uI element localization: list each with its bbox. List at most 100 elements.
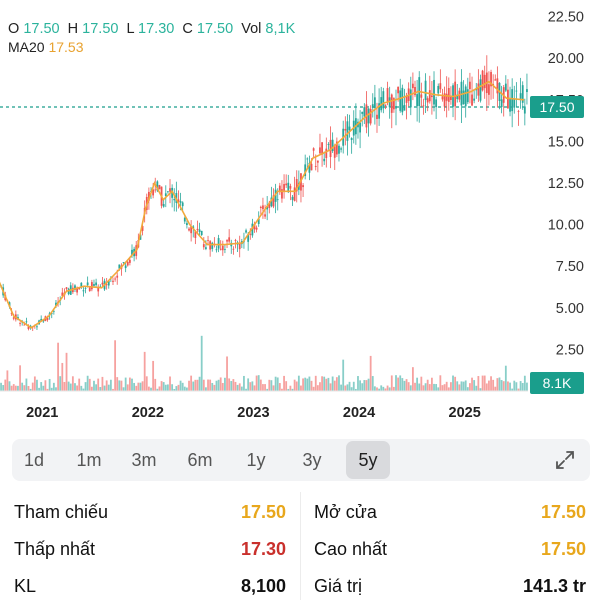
volume-bar xyxy=(475,385,478,391)
timeframe-3y[interactable]: 3y xyxy=(302,450,322,470)
volume-bar xyxy=(295,381,298,391)
volume-bar xyxy=(376,387,378,391)
volume-bar xyxy=(93,380,95,391)
volume-bar xyxy=(498,377,501,391)
volume-bar xyxy=(268,379,271,391)
volume-bar xyxy=(17,385,19,391)
volume-bar xyxy=(196,379,199,391)
volume-bar xyxy=(112,388,114,391)
open-value: 17.50 xyxy=(23,21,60,37)
candle-body xyxy=(392,98,395,110)
volume-bar xyxy=(445,381,448,391)
candle-body xyxy=(439,83,442,90)
volume-bar xyxy=(278,383,281,391)
volume-bar xyxy=(6,370,9,391)
volume-bar xyxy=(207,379,209,391)
expand-icon[interactable] xyxy=(554,449,576,471)
volume-bar xyxy=(114,340,117,391)
volume-bar xyxy=(224,377,226,391)
volume-bar xyxy=(25,378,28,391)
volume-bar xyxy=(128,377,131,391)
y-tick-label: 22.50 xyxy=(548,10,584,26)
volume-bar xyxy=(426,379,429,391)
timeframe-1d[interactable]: 1d xyxy=(23,450,45,470)
price-chart[interactable]: 2.50 5.00 7.50 10.00 12.50 15.00 17.50 20.00 22.… xyxy=(0,0,600,440)
volume-bar xyxy=(200,335,203,391)
candle-body xyxy=(302,185,304,188)
candle-body xyxy=(154,189,157,191)
candle-body xyxy=(245,230,247,233)
candle-body xyxy=(490,72,492,87)
candle-body xyxy=(511,89,514,112)
stats-row-1: Tham chiếu 17.50 Mở cửa 17.50 xyxy=(0,494,600,530)
candle-body xyxy=(319,147,321,154)
candle-body xyxy=(238,242,241,250)
volume-bar xyxy=(276,377,279,391)
volume-bar xyxy=(150,387,152,391)
x-tick-label: 2025 xyxy=(449,405,481,421)
volume-bar xyxy=(19,365,21,391)
candle-body xyxy=(331,139,334,152)
volume-bar xyxy=(251,381,254,391)
volume-bar xyxy=(507,381,509,391)
volume-bar xyxy=(236,384,239,391)
timeframe-selector: 1d 1m 3m 6m 1y 3y 5y xyxy=(12,439,590,481)
ohlc-readout: O 17.50 H 17.50 L 17.30 C 17.50 Vol 8,1K xyxy=(8,20,299,38)
volume-bar xyxy=(511,388,514,391)
candle-body xyxy=(335,141,338,155)
candle-body xyxy=(521,85,524,103)
candle-body xyxy=(378,103,381,119)
volume-bar xyxy=(502,381,505,391)
volume-bar xyxy=(213,384,216,391)
volume-bar xyxy=(36,379,38,391)
volume-bar xyxy=(247,378,250,391)
volume-bar xyxy=(523,375,526,391)
timeframe-6m[interactable]: 6m xyxy=(187,450,213,470)
volume-bar xyxy=(390,375,393,391)
candle-body xyxy=(118,264,121,269)
candle-body xyxy=(426,98,429,103)
timeframe-1m[interactable]: 1m xyxy=(76,450,102,470)
candle-body xyxy=(266,206,269,210)
timeframe-3m[interactable]: 3m xyxy=(131,450,157,470)
value-stat-value: 141.3 tr xyxy=(522,576,586,596)
timeframe-5y[interactable]: 5y xyxy=(346,441,390,479)
volume-bar xyxy=(409,385,412,391)
volume-bar xyxy=(249,382,252,391)
candle-body xyxy=(384,104,387,106)
candle-body xyxy=(234,240,237,241)
timeframe-1y[interactable]: 1y xyxy=(246,450,266,470)
candle-body xyxy=(416,94,419,107)
volume-bar xyxy=(441,385,444,391)
candle-body xyxy=(158,185,161,190)
volume-bar xyxy=(48,378,51,391)
volume-bar xyxy=(147,386,150,391)
candle-body xyxy=(526,89,528,93)
stats-row-2: Thấp nhất 17.30 Cao nhất 17.50 xyxy=(0,531,600,567)
candle-body xyxy=(443,93,446,107)
y-tick-label: 10.00 xyxy=(548,218,584,234)
volume-bar xyxy=(116,377,119,391)
volume-bar xyxy=(65,352,68,391)
candle-body xyxy=(224,249,226,250)
candle-body xyxy=(316,160,319,163)
candle-body xyxy=(519,93,522,99)
volume-bar xyxy=(211,382,214,391)
candle-body xyxy=(205,247,207,249)
low-stat-label: Thấp nhất xyxy=(14,539,96,559)
y-tick-label: 15.00 xyxy=(548,134,584,150)
volume-bar xyxy=(333,380,336,391)
volume-bar xyxy=(69,383,72,391)
candle-body xyxy=(95,282,97,286)
volume-bar xyxy=(124,377,127,391)
volume-bar xyxy=(289,385,292,391)
candle-body xyxy=(198,229,201,232)
candle-body xyxy=(52,310,55,312)
candle-body xyxy=(93,284,95,286)
volume-bar xyxy=(477,376,480,391)
candle-body xyxy=(107,280,110,286)
volume-bar xyxy=(340,384,342,391)
volume-bar xyxy=(14,385,17,391)
candle-body xyxy=(479,79,482,101)
candle-body xyxy=(46,317,49,320)
